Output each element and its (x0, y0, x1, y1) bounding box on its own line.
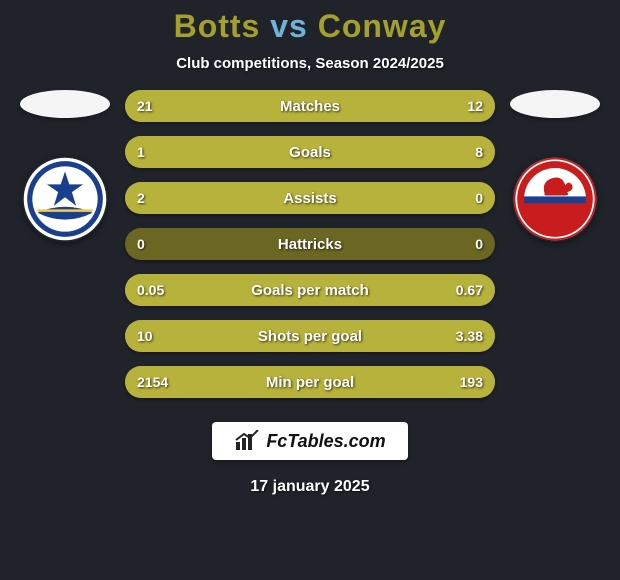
subtitle: Club competitions, Season 2024/2025 (176, 55, 444, 72)
right-column (495, 90, 615, 398)
bar-fill-left (125, 274, 151, 306)
stat-row: 18Goals (125, 136, 495, 168)
stat-row: 20Assists (125, 182, 495, 214)
bar-fill-left (125, 320, 401, 352)
player2-crest (512, 156, 598, 242)
bar-fill-right (151, 274, 495, 306)
bar-fill-left (125, 366, 465, 398)
middlesbrough-crest-icon (512, 156, 598, 242)
bar-fill-left (125, 136, 166, 168)
branding-badge: FcTables.com (212, 422, 407, 460)
stat-row: 2112Matches (125, 90, 495, 122)
bar-fill-left (125, 182, 495, 214)
stat-row: 0 0Hattricks (125, 228, 495, 260)
date-label: 17 january 2025 (250, 478, 369, 496)
bar-fill-right (360, 90, 495, 122)
bar-fill-right (465, 366, 495, 398)
player1-head-placeholder (20, 90, 110, 118)
bar-fill-left (125, 90, 360, 122)
vs-label: vs (270, 8, 308, 44)
portsmouth-crest-icon (22, 156, 108, 242)
player1-crest (22, 156, 108, 242)
stat-row: 2154193Min per goal (125, 366, 495, 398)
player2-head-placeholder (510, 90, 600, 118)
player2-name: Conway (318, 8, 447, 44)
stat-value-right: 0 (475, 228, 483, 260)
bar-fill-right (401, 320, 495, 352)
page-title: Botts vs Conway (174, 8, 447, 45)
comparison-infographic: Botts vs Conway Club competitions, Seaso… (0, 0, 620, 580)
stat-value-left: 0 (137, 228, 145, 260)
branding-text: FcTables.com (266, 431, 385, 452)
stat-row: 103.38Shots per goal (125, 320, 495, 352)
stat-label: Hattricks (125, 228, 495, 260)
player1-name: Botts (174, 8, 261, 44)
bar-fill-right (166, 136, 495, 168)
stats-zone: 2112Matches 18Goals 20Assists 0 0Hattricks 0.… (0, 90, 620, 398)
stat-row: 0.050.67Goals per match (125, 274, 495, 306)
chart-icon (234, 430, 260, 452)
stat-bars: 2112Matches 18Goals 20Assists 0 0Hattricks 0.… (125, 90, 495, 398)
left-column (5, 90, 125, 398)
